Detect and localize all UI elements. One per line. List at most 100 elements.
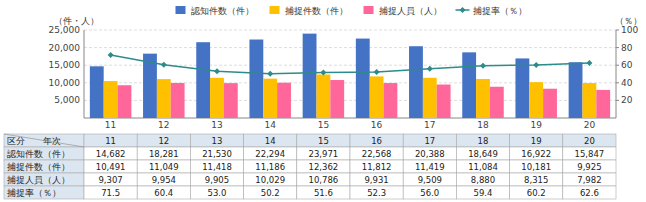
table-cell: [244, 173, 297, 186]
table-value: 51.6: [314, 188, 333, 198]
bar: [196, 42, 210, 118]
table-cell: [190, 147, 243, 160]
table-cell: [510, 134, 563, 147]
x-tick-label: 16: [371, 120, 383, 130]
bar: [210, 78, 224, 118]
table-value: 12,362: [309, 162, 339, 172]
table-cell: [190, 186, 243, 199]
table-value: 11,084: [468, 162, 498, 172]
line-marker: [480, 63, 486, 69]
table-cell: [137, 147, 190, 160]
plot-area: [90, 34, 610, 118]
table-cell: [350, 173, 403, 186]
table-value: 11,186: [255, 162, 285, 172]
table-value: 12: [158, 136, 169, 146]
table-value: 71.5: [101, 188, 120, 198]
bar: [330, 80, 344, 118]
line-marker: [267, 71, 273, 77]
bar: [409, 46, 423, 118]
table-row-label: 捕捉人員（人）: [7, 175, 70, 185]
line-marker: [427, 66, 433, 72]
table-value: 53.0: [208, 188, 227, 198]
table-value: 14,682: [96, 149, 126, 159]
x-tick-label: 13: [211, 120, 222, 130]
table-value: 9,954: [152, 175, 176, 185]
line-marker: [214, 68, 220, 74]
table-cell: [297, 134, 350, 147]
table-cell: [4, 186, 84, 199]
table: 区分 年次11121314151617181920認知件数（件）14,68218…: [4, 134, 616, 199]
y-tick-label: 10,000: [49, 78, 81, 88]
bar: [515, 58, 529, 118]
chart: 5,00010,00015,00020,00025,00020406080100…: [0, 0, 646, 202]
bar: [462, 52, 476, 118]
table-cell: [403, 147, 456, 160]
bar: [569, 62, 583, 118]
table-cell: [244, 160, 297, 173]
table-cell: [4, 173, 84, 186]
legend-label: 捕捉件数（件）: [285, 6, 348, 16]
table-value: 21,530: [202, 149, 232, 159]
bar: [437, 85, 451, 118]
legend-label: 認知件数（件）: [191, 6, 254, 16]
bar: [303, 34, 317, 118]
legend-item: 捕捉件数（件）: [270, 6, 348, 16]
table-value: 62.6: [580, 188, 599, 198]
y-tick-label: 5,000: [54, 95, 80, 105]
table-value: 16,922: [521, 149, 551, 159]
x-tick-label: 17: [424, 120, 435, 130]
table-value: 10,786: [309, 175, 339, 185]
legend-swatch: [364, 6, 374, 14]
table-cell: [190, 134, 243, 147]
table-value: 20: [584, 136, 595, 146]
bar: [596, 90, 610, 118]
line-marker: [586, 60, 592, 66]
y-tick-label: 15,000: [49, 60, 81, 70]
bar: [370, 76, 384, 118]
table-value: 9,931: [364, 175, 388, 185]
y2-tick-label: 60: [621, 60, 633, 70]
bar: [384, 83, 398, 118]
table-value: 10,491: [96, 162, 126, 172]
y2-tick-label: 80: [621, 43, 633, 53]
table-value: 22,294: [255, 149, 285, 159]
table-row-label: 捕捉率（％）: [7, 188, 61, 198]
table-value: 52.3: [367, 188, 386, 198]
table-value: 60.4: [154, 188, 173, 198]
y2-tick-label: 20: [621, 95, 633, 105]
table-cell: [190, 173, 243, 186]
table-cell: [137, 173, 190, 186]
table-cell: [563, 160, 616, 173]
table-value: 56.0: [420, 188, 439, 198]
table-value: 14: [265, 136, 276, 146]
line-marker: [533, 62, 539, 68]
table-cell: [403, 160, 456, 173]
table-value: 18,649: [468, 149, 498, 159]
table-value: 20,388: [415, 149, 445, 159]
table-cell: [403, 186, 456, 199]
bar: [476, 79, 490, 118]
table-row-label: 捕捉件数（件）: [7, 162, 70, 172]
bar: [224, 83, 238, 118]
bar: [316, 74, 330, 118]
table-cell: [84, 147, 137, 160]
bar: [356, 39, 370, 118]
table-value: 11,418: [202, 162, 232, 172]
legend-marker: [460, 7, 466, 13]
bar: [543, 89, 557, 118]
y2-axis: [616, 30, 617, 118]
legend-swatch: [270, 6, 280, 14]
table-cell: [510, 173, 563, 186]
table-cell: [4, 160, 84, 173]
table-value: 23,971: [309, 149, 339, 159]
line-marker: [108, 52, 114, 58]
table-value: 7,982: [577, 175, 601, 185]
table-cell: [456, 186, 509, 199]
table-value: 11,419: [415, 162, 445, 172]
bar: [490, 87, 504, 118]
table-cell: [456, 173, 509, 186]
table-cell: [403, 173, 456, 186]
bar: [157, 79, 171, 118]
table-value: 60.2: [527, 188, 546, 198]
bar: [90, 66, 104, 118]
